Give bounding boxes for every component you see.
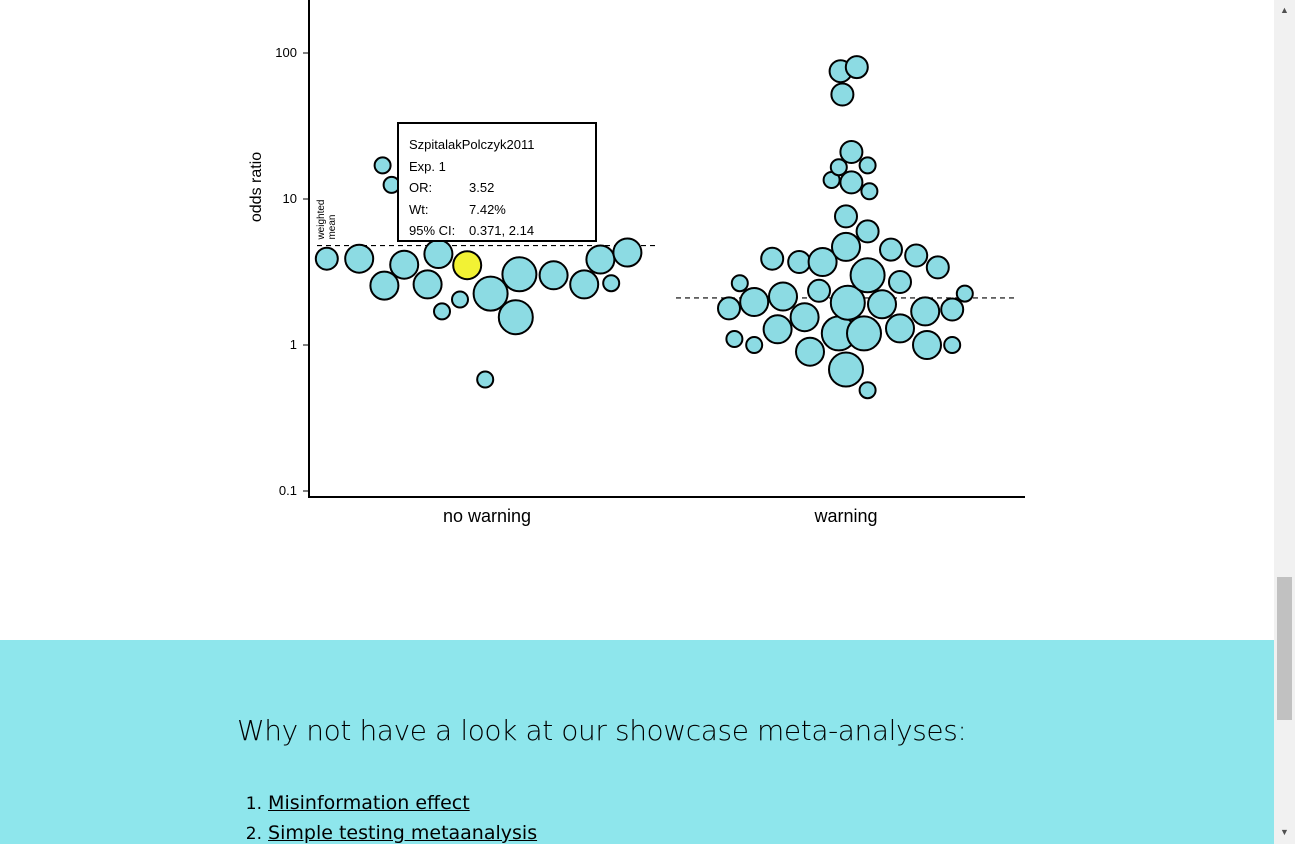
scroll-down-arrow-icon[interactable]: ▼ [1280,827,1289,837]
study-bubble[interactable] [858,156,877,175]
study-bubble[interactable] [762,314,793,345]
study-bubble[interactable] [829,284,866,321]
study-bubble[interactable] [955,284,974,303]
showcase-section: Why not have a look at our showcase meta… [0,640,1274,844]
weighted-mean-label-word: mean [327,215,338,240]
study-bubble[interactable] [760,246,785,271]
study-bubble[interactable] [943,336,962,354]
study-bubble[interactable] [373,156,392,175]
study-bubble[interactable] [369,270,400,301]
study-bubble[interactable] [612,237,643,268]
study-bubble[interactable] [423,239,454,269]
study-bubble[interactable] [904,243,929,268]
study-bubble[interactable] [538,260,569,291]
tooltip-wt-row: Wt: 7.42% [409,199,595,221]
study-bubble[interactable] [717,296,741,321]
study-bubble[interactable] [867,289,897,320]
tooltip-experiment: Exp. 1 [409,158,446,174]
study-bubble[interactable] [569,269,600,300]
study-bubble[interactable] [844,55,869,80]
study-bubble[interactable] [858,381,877,400]
study-bubble[interactable] [849,257,886,294]
study-bubble[interactable] [412,269,443,300]
study-bubble[interactable] [739,287,770,317]
tooltip-or-row: OR: 3.52 [409,177,595,199]
study-bubble[interactable] [940,297,965,322]
study-bubble[interactable] [846,315,882,352]
study-bubble[interactable] [829,158,848,177]
y-axis-label: odds ratio [248,152,265,222]
study-bubble[interactable] [730,274,749,293]
tooltip-wt-value: 7.42% [469,201,506,217]
y-tick-label: 10 [283,191,297,206]
study-bubble[interactable] [501,256,538,293]
study-bubble[interactable] [789,302,820,333]
list-number: 2. [245,824,262,844]
study-bubble[interactable] [925,255,950,280]
study-bubble[interactable] [602,274,621,293]
study-bubble[interactable] [912,330,942,360]
study-bubble[interactable] [795,336,825,367]
study-bubble[interactable] [787,250,812,274]
x-category-label: no warning [443,506,531,526]
study-bubble[interactable] [830,82,855,107]
study-bubble[interactable] [344,243,375,274]
study-bubble[interactable] [807,278,831,303]
study-bubble[interactable] [860,182,879,201]
study-bubble[interactable] [725,330,744,348]
study-bubble[interactable] [910,296,941,327]
study-bubble[interactable] [451,290,469,309]
x-category-label: warning [813,506,877,526]
weighted-mean-label: weighted mean [316,200,338,241]
showcase-title: Why not have a look at our showcase meta… [237,714,967,747]
scroll-up-arrow-icon[interactable]: ▲ [1280,5,1289,15]
beeswarm-plot: 100 10 1 0.1 odds ratio no warning warning wei… [248,0,1025,526]
y-tick-label: 100 [275,45,297,60]
study-bubble[interactable] [389,249,420,280]
showcase-item: 1. Misinformation effect [237,788,537,818]
scroll-thumb[interactable] [1277,577,1292,720]
study-bubble[interactable] [472,275,509,312]
chart-area: 100 10 1 0.1 odds ratio no warning warning wei… [248,0,1025,526]
study-bubble[interactable] [839,170,864,195]
tooltip-study: SzpitalakPolczyk2011 [409,137,535,152]
tooltip-or-key: OR: [409,180,433,195]
tooltip-ci-row: 95% CI: 0.371, 2.14 [409,220,595,242]
study-bubble[interactable] [314,246,339,271]
study-bubble[interactable] [831,231,861,262]
y-tick-label: 1 [290,337,297,352]
study-bubble[interactable] [885,313,915,344]
tooltip-ci-value: 0.371, 2.14 [469,223,535,238]
vertical-scrollbar[interactable]: ▲ ▼ [1274,0,1295,844]
tooltip-or-value: 3.52 [469,180,495,195]
simple-testing-link[interactable]: Simple testing metaanalysis [268,822,538,844]
study-bubble[interactable] [828,351,864,388]
y-tick-label: 0.1 [279,483,297,498]
showcase-item: 2. Simple testing metaanalysis [237,818,537,848]
study-bubble[interactable] [855,219,880,244]
weighted-mean-label-word: weighted [316,200,327,241]
study-bubble[interactable] [807,247,838,277]
study-bubble[interactable] [497,299,534,336]
study-bubble-highlighted[interactable] [452,250,483,281]
study-bubble[interactable] [888,270,912,294]
study-bubble[interactable] [834,204,858,229]
study-tooltip: SzpitalakPolczyk2011 Exp. 1 OR: 3.52 Wt: 7… [397,122,597,242]
study-bubble[interactable] [585,244,616,275]
study-bubble[interactable] [433,302,451,321]
list-number: 1. [245,794,262,814]
tooltip-wt-key: Wt: [409,201,429,217]
study-bubble[interactable] [879,237,903,262]
study-bubble[interactable] [768,281,798,312]
showcase-list: 1. Misinformation effect 2. Simple testi… [237,788,537,848]
misinformation-effect-link[interactable]: Misinformation effect [268,792,470,814]
study-bubble[interactable] [839,140,864,164]
study-bubble[interactable] [745,336,764,354]
tooltip-ci-key: 95% CI: [409,223,456,238]
study-bubble[interactable] [476,370,495,389]
